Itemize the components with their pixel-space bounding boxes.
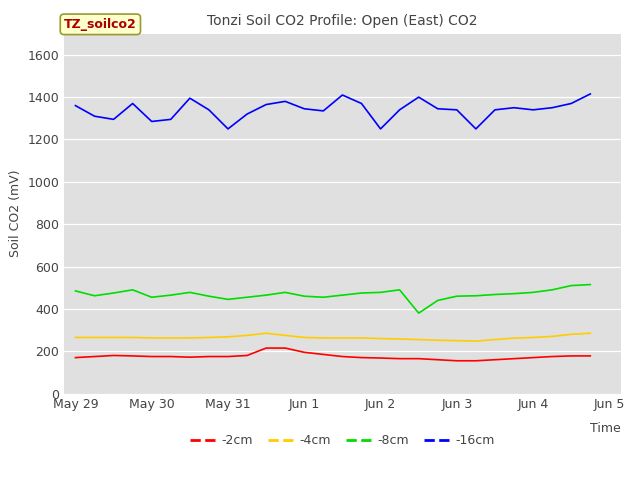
X-axis label: Time: Time — [590, 422, 621, 435]
Y-axis label: Soil CO2 (mV): Soil CO2 (mV) — [9, 170, 22, 257]
Title: Tonzi Soil CO2 Profile: Open (East) CO2: Tonzi Soil CO2 Profile: Open (East) CO2 — [207, 14, 477, 28]
Legend: -2cm, -4cm, -8cm, -16cm: -2cm, -4cm, -8cm, -16cm — [186, 429, 499, 452]
Text: TZ_soilco2: TZ_soilco2 — [64, 18, 137, 31]
